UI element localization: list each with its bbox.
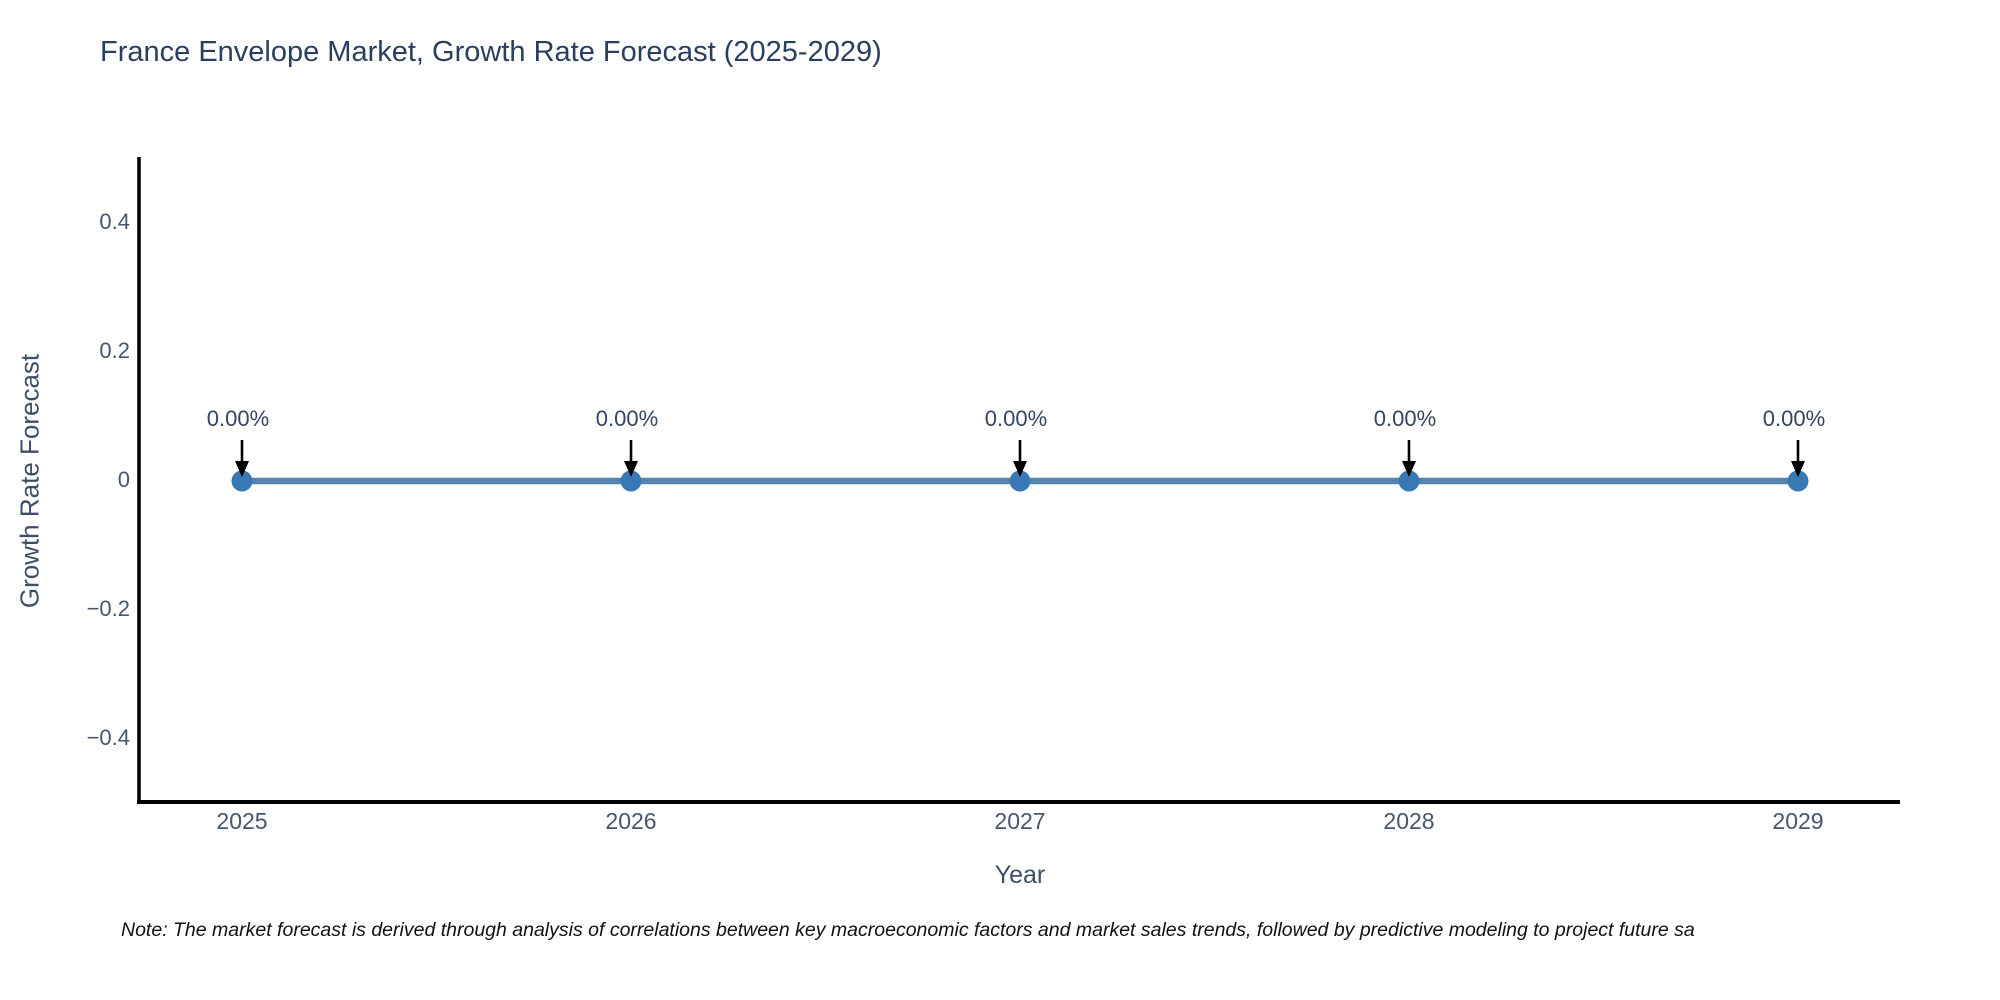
data-point [231,470,253,492]
data-point [1398,470,1420,492]
y-tick-label: 0.2 [99,338,130,363]
y-tick-label: −0.2 [86,596,130,621]
data-point [1009,470,1031,492]
x-tick-label: 2029 [1772,808,1824,834]
x-axis-title: Year [994,861,1046,889]
chart-title: France Envelope Market, Growth Rate Fore… [100,36,882,68]
annotation-arrow [624,440,638,477]
methodology-note: Note: The market forecast is derived thr… [121,919,1695,941]
x-tick-label: 2025 [216,808,268,834]
x-tick-label: 2027 [994,808,1046,834]
y-tick-label: 0 [117,467,130,492]
data-point [620,470,642,492]
annotation-arrows [235,440,1805,477]
annotation-arrow [1791,440,1805,477]
point-value-label: 0.00% [206,406,270,431]
series-markers [231,470,1809,492]
annotation-arrow [1402,440,1416,477]
point-value-label: 0.00% [1762,406,1826,431]
point-value-label: 0.00% [984,406,1048,431]
y-tick-label: −0.4 [86,725,130,750]
data-point [1787,470,1809,492]
y-tick-label: 0.4 [99,209,130,234]
point-value-label: 0.00% [1373,406,1437,431]
annotation-arrow [235,440,249,477]
point-value-label: 0.00% [595,406,659,431]
x-tick-label: 2028 [1383,808,1435,834]
annotation-arrow [1013,440,1027,477]
x-tick-label: 2026 [605,808,657,834]
